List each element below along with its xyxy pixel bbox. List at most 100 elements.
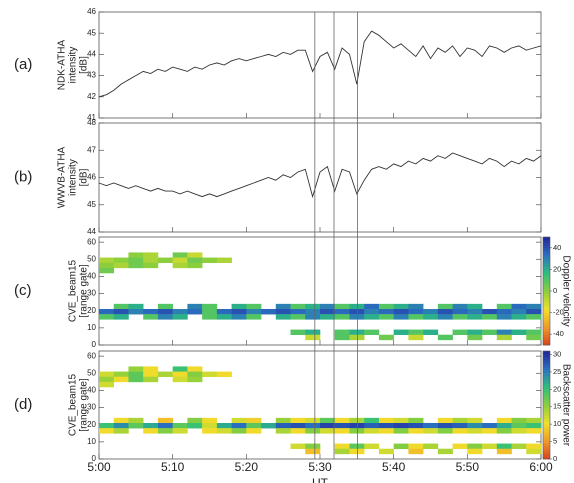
heatmap-cell bbox=[511, 417, 527, 424]
heatmap-cell bbox=[157, 428, 173, 434]
colorbar-segment bbox=[543, 253, 550, 257]
y-axis-label: [dB] bbox=[79, 168, 90, 186]
colorbar-segment bbox=[543, 394, 550, 398]
heatmap-cell bbox=[408, 303, 424, 310]
heatmap-cell bbox=[482, 428, 498, 434]
colorbar-segment bbox=[543, 396, 550, 400]
heatmap-cell bbox=[128, 376, 144, 383]
colorbar-segment bbox=[543, 415, 550, 419]
heatmap-cell bbox=[290, 423, 306, 429]
heatmap-cell bbox=[393, 314, 409, 320]
heatmap-cell bbox=[99, 428, 115, 434]
heatmap-cell bbox=[172, 428, 188, 434]
y-tick-label: 0 bbox=[92, 340, 97, 349]
heatmap-cell bbox=[511, 314, 527, 320]
heatmap-cell bbox=[349, 443, 365, 450]
heatmap-cell bbox=[143, 314, 159, 320]
colorbar-segment bbox=[543, 418, 550, 422]
y-tick-label: 45 bbox=[87, 200, 96, 209]
heatmap-cell bbox=[187, 417, 203, 424]
heatmap-cell bbox=[526, 334, 542, 341]
heatmap-cell bbox=[334, 309, 350, 315]
heatmap-cell bbox=[467, 428, 483, 434]
colorbar-segment bbox=[543, 450, 550, 454]
heatmap-cell bbox=[334, 314, 350, 320]
colorbar-tick-label: 20 bbox=[553, 384, 561, 393]
heatmap-cell bbox=[113, 417, 129, 424]
heatmap-cell bbox=[187, 252, 203, 258]
colorbar-segment bbox=[543, 301, 550, 305]
heatmap-cell bbox=[305, 329, 321, 336]
colorbar-segment bbox=[543, 456, 550, 460]
heatmap-cell bbox=[275, 309, 291, 315]
heatmap-cell bbox=[496, 314, 512, 320]
heatmap-cell bbox=[496, 303, 512, 310]
colorbar-segment bbox=[543, 383, 550, 387]
heatmap-cell bbox=[423, 428, 439, 434]
heatmap-cell bbox=[275, 303, 291, 310]
heatmap-cell bbox=[246, 309, 262, 315]
colorbar-segment bbox=[543, 405, 550, 409]
heatmap-cell bbox=[349, 309, 365, 315]
colorbar-segment bbox=[543, 440, 550, 444]
heatmap-cell bbox=[187, 371, 203, 378]
heatmap-cell bbox=[408, 334, 424, 341]
heatmap-cell bbox=[408, 314, 424, 320]
colorbar-segment bbox=[543, 331, 550, 335]
heatmap-cell bbox=[526, 314, 542, 320]
colorbar-segment bbox=[543, 380, 550, 384]
colorbar-segment bbox=[543, 245, 550, 249]
colorbar-segment bbox=[543, 410, 550, 414]
colorbar-segment bbox=[543, 269, 550, 273]
heatmap-cell bbox=[99, 314, 115, 320]
heatmap-cell bbox=[423, 443, 439, 450]
colorbar-segment bbox=[543, 402, 550, 406]
heatmap-cell bbox=[128, 423, 144, 429]
heatmap-cell bbox=[452, 314, 468, 320]
y-tick-label: 50 bbox=[87, 368, 96, 377]
heatmap-cell bbox=[408, 309, 424, 315]
heatmap-cell bbox=[408, 428, 424, 434]
heatmap-cell bbox=[157, 423, 173, 429]
heatmap-cell bbox=[437, 417, 453, 424]
heatmap-cell bbox=[305, 448, 321, 455]
y-tick-label: 60 bbox=[87, 351, 96, 360]
colorbar-segment bbox=[543, 453, 550, 457]
colorbar-segment bbox=[543, 426, 550, 430]
heatmap-cell bbox=[393, 443, 409, 450]
colorbar-segment bbox=[543, 299, 550, 303]
heatmap-cell bbox=[128, 262, 144, 269]
panel-frame bbox=[98, 236, 542, 346]
heatmap-cell bbox=[423, 423, 439, 429]
heatmap-cell bbox=[99, 309, 115, 315]
x-tick-label: 5:00 bbox=[87, 460, 111, 474]
heatmap-cell bbox=[143, 376, 159, 383]
heatmap-cell bbox=[364, 417, 380, 424]
heatmap-cell bbox=[290, 314, 306, 320]
heatmap-cell bbox=[496, 417, 512, 424]
heatmap-cell bbox=[172, 257, 188, 264]
heatmap-cell bbox=[128, 257, 144, 264]
colorbar-segment bbox=[543, 323, 550, 327]
colorbar-segment bbox=[543, 442, 550, 446]
data-line bbox=[98, 30, 542, 98]
heatmap-cell bbox=[187, 309, 203, 315]
colorbar-segment bbox=[543, 391, 550, 395]
heatmap-cell bbox=[99, 371, 115, 378]
heatmap-cell bbox=[452, 303, 468, 310]
heatmap-cell bbox=[275, 314, 291, 320]
heatmap-cell bbox=[157, 314, 173, 320]
heatmap-cell bbox=[437, 428, 453, 434]
heatmap-cell bbox=[172, 309, 188, 315]
heatmap-cell bbox=[202, 371, 218, 378]
heatmap-cell bbox=[320, 314, 336, 320]
heatmap-cell bbox=[496, 334, 512, 341]
colorbar-segment bbox=[543, 399, 550, 403]
colorbar-segment bbox=[543, 291, 550, 295]
y-tick-label: 44 bbox=[87, 227, 96, 236]
heatmap-cell bbox=[231, 428, 247, 434]
heatmap-cell bbox=[128, 252, 144, 258]
heatmap-cell bbox=[305, 309, 321, 315]
heatmap-cell bbox=[526, 448, 542, 455]
heatmap-cell bbox=[231, 314, 247, 320]
